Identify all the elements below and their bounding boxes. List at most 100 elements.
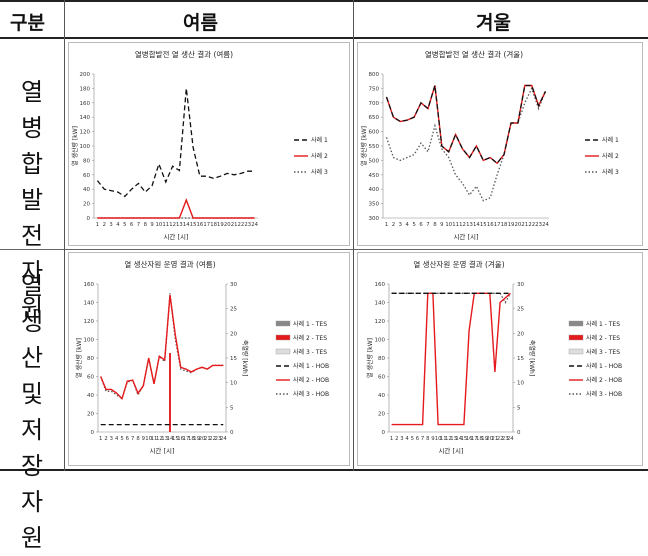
row-label-chp-line: 발전 <box>20 186 44 250</box>
legend-label: 사례 3 - HOB <box>293 390 329 398</box>
y-tick-label-right: 10 <box>230 381 237 387</box>
row-label-chp-line: 자원 <box>20 258 44 322</box>
chart-title: 열병합발전 열 생산 결과 (겨울) <box>425 49 523 59</box>
row-label-heat-storage: 열 생산 및 저장 자원 <box>10 268 54 556</box>
chart-frame <box>68 42 350 246</box>
x-tick-label: 4 <box>115 436 119 442</box>
y-tick-label: 20 <box>87 412 94 418</box>
x-tick-label: 14 <box>455 436 462 442</box>
x-tick-label: 2 <box>103 222 106 228</box>
y-axis-label: 열 생산량 [kW] <box>360 126 368 166</box>
x-tick-label: 3 <box>400 436 403 442</box>
y-tick-label: 60 <box>87 375 94 381</box>
x-tick-label: 2 <box>392 222 395 228</box>
y-tick-label: 20 <box>378 412 385 418</box>
x-tick-label: 10 <box>156 222 163 228</box>
y-tick-label: 400 <box>369 187 380 193</box>
y-tick-label-right: 25 <box>517 307 524 313</box>
x-tick-label: 21 <box>521 222 528 228</box>
x-tick-label: 14 <box>183 222 190 228</box>
y-axis-label: 열 생산량 [kW] <box>71 126 79 166</box>
x-tick-label: 9 <box>142 436 145 442</box>
row-label-chp: 열 병합 발전 자원 <box>10 74 54 326</box>
y-tick-label: 60 <box>83 173 90 179</box>
y-axis-label: 열 생산량 [kW] <box>366 338 374 378</box>
y-tick-label-right: 5 <box>517 405 521 411</box>
legend-label: 사례 1 - TES <box>293 320 327 328</box>
y-tick-label: 800 <box>369 72 380 78</box>
legend-label: 사례 2 - HOB <box>293 376 329 384</box>
y-tick-label: 350 <box>369 202 380 208</box>
y-tick-label: 0 <box>87 216 91 222</box>
x-tick-label: 11 <box>151 436 158 442</box>
row-label-heat-line: 열 <box>20 272 44 300</box>
x-tick-label: 23 <box>502 436 509 442</box>
x-tick-label: 16 <box>177 436 184 442</box>
legend-label: 사례 2 - HOB <box>586 376 622 384</box>
x-tick-label: 21 <box>231 222 238 228</box>
x-tick-label: 5 <box>123 222 126 228</box>
x-tick-label: 24 <box>542 222 549 228</box>
x-tick-label: 18 <box>210 222 217 228</box>
chart-hob-winter: 열 생산자원 운영 결과 (겨울)020406080100120140160열 … <box>357 252 643 466</box>
x-tick-label: 20 <box>515 222 522 228</box>
header-category: 구분 <box>10 12 45 34</box>
x-axis-label: 시간 [시] <box>453 232 478 241</box>
x-tick-label: 8 <box>433 222 437 228</box>
x-tick-label: 13 <box>466 222 473 228</box>
x-tick-label: 6 <box>126 436 130 442</box>
x-tick-label: 10 <box>445 222 452 228</box>
x-tick-label: 9 <box>431 436 434 442</box>
x-tick-label: 22 <box>238 222 245 228</box>
y-tick-label: 160 <box>84 282 95 288</box>
table-bottom-border <box>0 469 648 471</box>
legend-label: 사례 2 <box>602 152 619 160</box>
legend-label: 사례 1 <box>311 136 328 144</box>
chart-chp-summer: 열병합발전 열 생산 결과 (여름)0204060801001201401601… <box>68 42 350 246</box>
y-tick-label: 40 <box>87 393 94 399</box>
column-divider-right <box>353 0 354 471</box>
x-tick-label: 15 <box>480 222 487 228</box>
y-tick-label: 160 <box>375 282 386 288</box>
x-axis-label: 시간 [시] <box>163 232 188 241</box>
x-tick-label: 21 <box>204 436 211 442</box>
x-tick-label: 1 <box>390 436 393 442</box>
x-tick-label: 8 <box>144 222 148 228</box>
y-tick-label: 20 <box>83 202 90 208</box>
y-axis-label: 열 생산량 [kW] <box>75 338 83 378</box>
y-tick-label-right: 15 <box>517 356 524 362</box>
x-tick-label: 20 <box>486 436 493 442</box>
legend-label: 사례 1 <box>602 136 619 144</box>
legend-label: 사례 3 <box>311 168 328 176</box>
chart-title: 열병합발전 열 생산 결과 (여름) <box>135 49 233 59</box>
x-tick-label: 23 <box>535 222 542 228</box>
x-tick-label: 23 <box>244 222 251 228</box>
row-label-chp-line: 병합 <box>20 114 44 178</box>
x-tick-label: 11 <box>440 436 447 442</box>
y-tick-label: 40 <box>83 187 90 193</box>
y-tick-label-right: 20 <box>230 331 237 337</box>
row-label-chp-line: 열 <box>20 78 44 106</box>
header-winter: 겨울 <box>476 12 511 34</box>
y-tick-label-right: 10 <box>517 381 524 387</box>
x-tick-label: 17 <box>494 222 501 228</box>
x-tick-label: 1 <box>99 436 102 442</box>
y-tick-label: 0 <box>382 430 386 436</box>
x-tick-label: 24 <box>220 436 227 442</box>
y-tick-label: 180 <box>80 86 91 92</box>
x-tick-label: 18 <box>476 436 483 442</box>
x-tick-label: 7 <box>426 222 429 228</box>
y-tick-label: 120 <box>375 319 386 325</box>
x-tick-label: 8 <box>136 436 140 442</box>
x-tick-label: 21 <box>492 436 499 442</box>
x-tick-label: 15 <box>190 222 197 228</box>
x-tick-label: 3 <box>109 222 112 228</box>
y-tick-label: 700 <box>369 101 380 107</box>
column-divider-left <box>64 0 65 471</box>
y-tick-label: 120 <box>84 319 95 325</box>
y-tick-label: 80 <box>378 356 385 362</box>
y-tick-label-right: 5 <box>230 405 234 411</box>
header-bottom-border <box>0 37 648 39</box>
y-tick-label: 120 <box>80 130 91 136</box>
x-tick-label: 1 <box>385 222 388 228</box>
